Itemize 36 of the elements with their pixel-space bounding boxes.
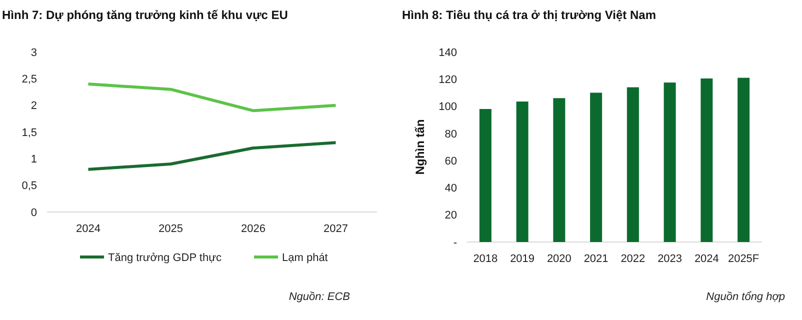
chart-title: Hình 8: Tiêu thụ cá tra ở thị trường Việt Nam — [402, 8, 656, 22]
y-tick-label: 20 — [444, 210, 457, 222]
x-tick-label: 2024 — [694, 253, 719, 265]
x-tick-label: 2025F — [728, 253, 760, 265]
x-tick-label: 2018 — [473, 253, 498, 265]
x-tick-label: 2023 — [658, 253, 682, 265]
y-tick-label: 2,5 — [22, 74, 37, 86]
text: Nguồn tổng hợp — [706, 291, 785, 303]
y-tick-label: 0,5 — [22, 180, 37, 192]
y-tick-label: 60 — [444, 155, 457, 168]
text: Nguồn: ECB — [288, 291, 350, 303]
y-tick-label: 40 — [444, 182, 457, 195]
y-tick-label: 1,5 — [22, 126, 37, 139]
x-tick-label: 2025 — [158, 223, 183, 235]
line-series — [86, 141, 338, 171]
y-tick-label: 1 — [30, 154, 37, 166]
y-axis-title: Nghìn tấn — [413, 119, 427, 175]
x-tick-label: 2026 — [241, 223, 266, 235]
x-tick-label: 2027 — [324, 223, 348, 235]
x-tick-label: 2022 — [620, 253, 646, 265]
y-tick-label: 140 — [438, 46, 457, 59]
y-tick-label: 0 — [30, 206, 37, 219]
y-tick-label: 80 — [444, 128, 457, 140]
x-tick-label: 2021 — [584, 253, 608, 265]
legend-label: Lạm phát — [282, 252, 328, 264]
line-series — [86, 82, 338, 112]
y-tick-label: 2 — [30, 100, 37, 112]
y-tick-label: 100 — [438, 101, 457, 114]
x-tick-label: 2020 — [546, 253, 572, 265]
x-tick-label: 2019 — [510, 253, 535, 265]
legend-label: Tăng trưởng GDP thực — [108, 252, 222, 264]
y-tick-label: 120 — [438, 74, 457, 86]
y-tick-label: - — [453, 236, 458, 249]
x-tick-label: 2024 — [76, 223, 100, 235]
y-tick-label: 3 — [30, 46, 37, 59]
chart-title: Hình 7: Dự phóng tăng trưởng kinh tế khu vực EU — [2, 8, 288, 22]
